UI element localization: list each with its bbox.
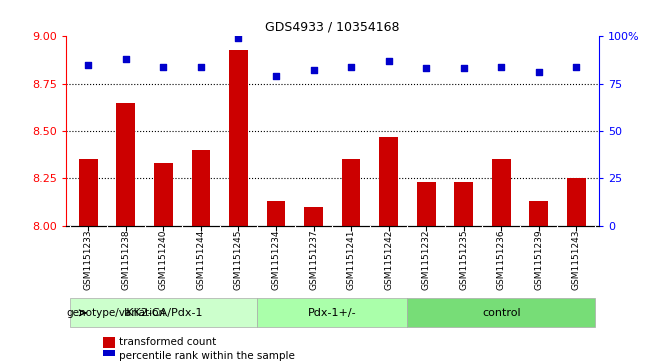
Text: GSM1151234: GSM1151234 <box>272 229 280 290</box>
Bar <box>229 50 248 225</box>
Point <box>233 35 243 41</box>
Point <box>534 69 544 75</box>
Bar <box>154 163 173 225</box>
Point <box>120 56 131 62</box>
Text: GSM1151239: GSM1151239 <box>534 229 544 290</box>
Text: GSM1151236: GSM1151236 <box>497 229 506 290</box>
Text: control: control <box>482 308 520 318</box>
Bar <box>454 182 473 225</box>
Bar <box>492 159 511 225</box>
Text: GSM1151232: GSM1151232 <box>422 229 430 290</box>
Bar <box>103 337 115 348</box>
Bar <box>266 201 286 225</box>
Point <box>346 64 357 69</box>
Text: GSM1151244: GSM1151244 <box>197 229 205 290</box>
Text: GSM1151241: GSM1151241 <box>347 229 355 290</box>
Point <box>571 64 582 69</box>
Point <box>83 62 93 68</box>
Text: GSM1151233: GSM1151233 <box>84 229 93 290</box>
Text: genotype/variation: genotype/variation <box>66 308 166 318</box>
Title: GDS4933 / 10354168: GDS4933 / 10354168 <box>265 21 399 34</box>
Point <box>195 64 206 69</box>
Bar <box>191 150 211 225</box>
Bar <box>79 159 97 225</box>
Point <box>496 64 507 69</box>
Bar <box>70 298 257 327</box>
Bar <box>417 182 436 225</box>
Text: GSM1151240: GSM1151240 <box>159 229 168 290</box>
Point <box>459 66 469 72</box>
Text: IKK2-CA/Pdx-1: IKK2-CA/Pdx-1 <box>124 308 203 318</box>
Bar <box>567 178 586 225</box>
Bar <box>103 350 115 361</box>
Bar <box>529 201 548 225</box>
Point <box>421 66 432 72</box>
Text: GSM1151235: GSM1151235 <box>459 229 468 290</box>
Point <box>308 68 318 73</box>
Text: GSM1151243: GSM1151243 <box>572 229 581 290</box>
Text: GSM1151238: GSM1151238 <box>121 229 130 290</box>
Point <box>158 64 168 69</box>
Bar <box>116 103 136 225</box>
Text: percentile rank within the sample: percentile rank within the sample <box>119 351 295 361</box>
Text: GSM1151245: GSM1151245 <box>234 229 243 290</box>
Text: transformed count: transformed count <box>119 338 216 347</box>
Bar <box>342 159 361 225</box>
Point <box>270 73 281 79</box>
Bar <box>304 207 323 225</box>
Bar <box>379 136 398 225</box>
Text: GSM1151242: GSM1151242 <box>384 229 393 290</box>
Text: GSM1151237: GSM1151237 <box>309 229 318 290</box>
Bar <box>407 298 595 327</box>
Text: Pdx-1+/-: Pdx-1+/- <box>308 308 357 318</box>
Point <box>384 58 394 64</box>
Bar <box>257 298 407 327</box>
